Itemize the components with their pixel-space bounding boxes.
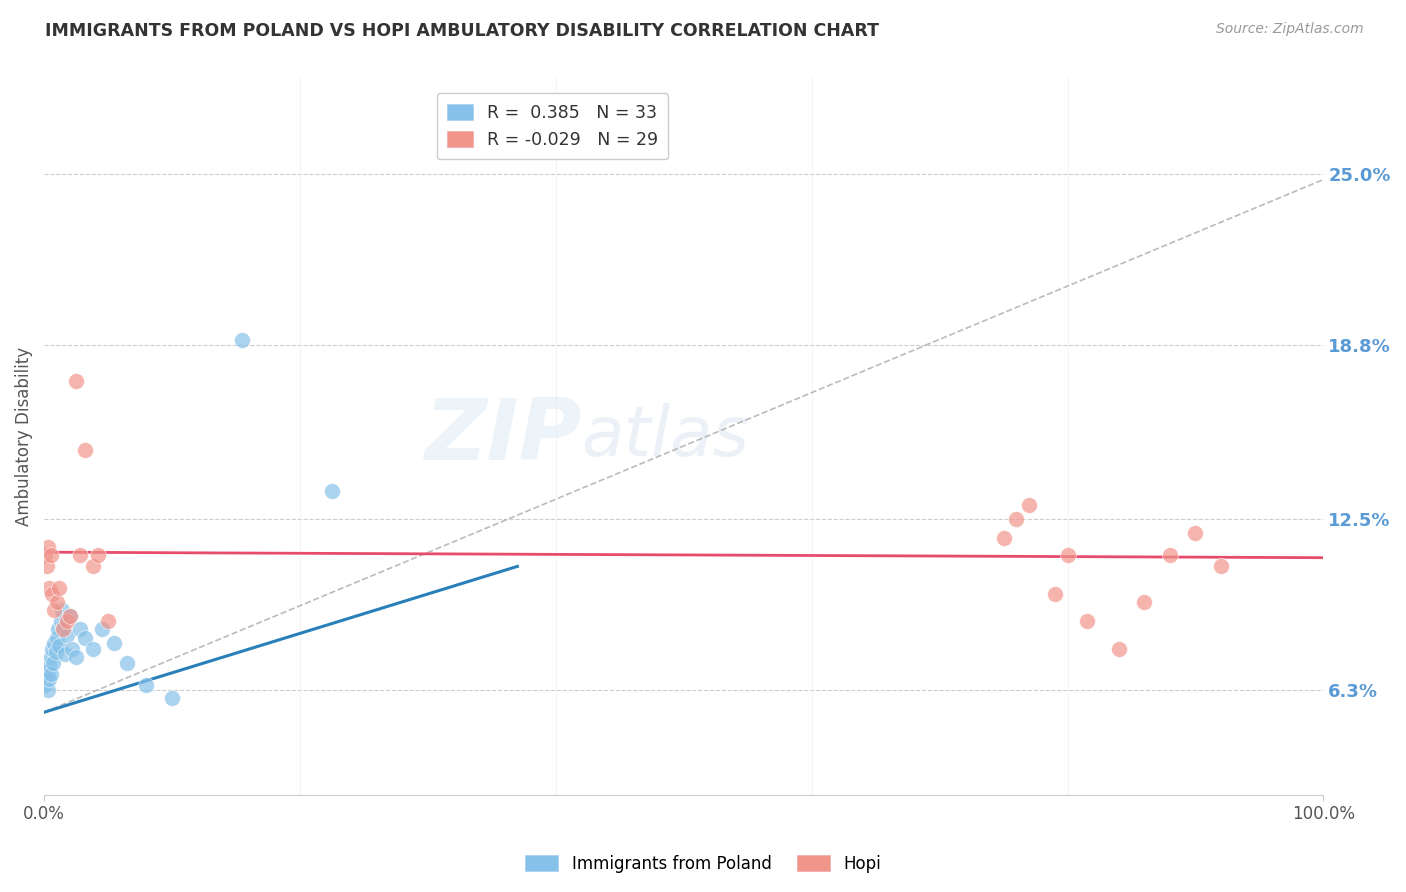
Hopi xyxy=(1108,641,1130,656)
Immigrants from Poland xyxy=(46,623,69,637)
Hopi xyxy=(993,532,1015,546)
Immigrants from Poland xyxy=(49,614,72,628)
Hopi xyxy=(1005,512,1028,526)
Hopi xyxy=(45,595,67,609)
Hopi xyxy=(69,548,91,562)
Immigrants from Poland xyxy=(35,669,58,683)
Hopi xyxy=(1184,525,1206,540)
Immigrants from Poland xyxy=(44,636,66,650)
Immigrants from Poland xyxy=(160,691,183,706)
Text: ZIP: ZIP xyxy=(423,395,582,478)
Hopi xyxy=(37,540,59,554)
Immigrants from Poland xyxy=(69,623,91,637)
Immigrants from Poland xyxy=(56,628,79,642)
Immigrants from Poland xyxy=(59,608,82,623)
Immigrants from Poland xyxy=(73,631,96,645)
Immigrants from Poland xyxy=(117,656,139,670)
Text: atlas: atlas xyxy=(582,403,749,470)
Immigrants from Poland xyxy=(42,656,65,670)
Immigrants from Poland xyxy=(53,648,76,662)
Immigrants from Poland xyxy=(52,620,75,634)
Hopi xyxy=(39,548,62,562)
Hopi xyxy=(1076,614,1098,628)
Immigrants from Poland xyxy=(51,603,73,617)
Text: IMMIGRANTS FROM POLAND VS HOPI AMBULATORY DISABILITY CORRELATION CHART: IMMIGRANTS FROM POLAND VS HOPI AMBULATOR… xyxy=(45,22,879,40)
Hopi xyxy=(56,614,79,628)
Hopi xyxy=(44,603,66,617)
Immigrants from Poland xyxy=(65,650,87,665)
Hopi xyxy=(48,581,70,595)
Immigrants from Poland xyxy=(45,631,67,645)
Text: Source: ZipAtlas.com: Source: ZipAtlas.com xyxy=(1216,22,1364,37)
Immigrants from Poland xyxy=(90,623,112,637)
Hopi xyxy=(38,581,60,595)
Immigrants from Poland xyxy=(37,683,59,698)
Immigrants from Poland xyxy=(103,636,125,650)
Hopi xyxy=(35,559,58,574)
Immigrants from Poland xyxy=(82,641,104,656)
Immigrants from Poland xyxy=(321,484,343,499)
Hopi xyxy=(97,614,120,628)
Hopi xyxy=(73,443,96,458)
Immigrants from Poland xyxy=(48,639,70,653)
Immigrants from Poland xyxy=(135,678,157,692)
Immigrants from Poland xyxy=(60,641,83,656)
Hopi xyxy=(59,608,82,623)
Hopi xyxy=(1056,548,1078,562)
Hopi xyxy=(1133,595,1156,609)
Hopi xyxy=(1043,586,1066,600)
Hopi xyxy=(82,559,104,574)
Hopi xyxy=(87,548,110,562)
Immigrants from Poland xyxy=(231,333,253,347)
Hopi xyxy=(1018,498,1040,512)
Legend: Immigrants from Poland, Hopi: Immigrants from Poland, Hopi xyxy=(519,848,887,880)
Hopi xyxy=(34,548,56,562)
Immigrants from Poland xyxy=(38,672,60,686)
Hopi xyxy=(65,374,87,388)
Hopi xyxy=(1159,548,1181,562)
Hopi xyxy=(52,623,75,637)
Legend: R =  0.385   N = 33, R = -0.029   N = 29: R = 0.385 N = 33, R = -0.029 N = 29 xyxy=(437,94,668,160)
Immigrants from Poland xyxy=(45,644,67,658)
Hopi xyxy=(1209,559,1232,574)
Immigrants from Poland xyxy=(41,641,63,656)
Immigrants from Poland xyxy=(34,678,56,692)
Hopi xyxy=(41,586,63,600)
Immigrants from Poland xyxy=(38,658,60,673)
Immigrants from Poland xyxy=(39,666,62,681)
Y-axis label: Ambulatory Disability: Ambulatory Disability xyxy=(15,347,32,525)
Immigrants from Poland xyxy=(37,664,59,678)
Immigrants from Poland xyxy=(39,650,62,665)
